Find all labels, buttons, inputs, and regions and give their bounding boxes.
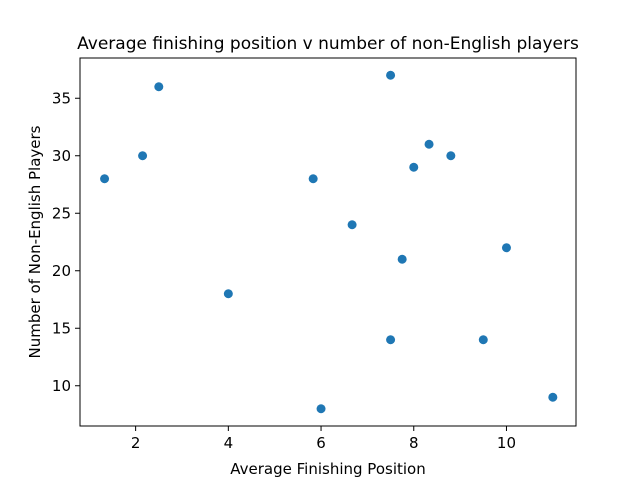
data-point — [424, 139, 434, 149]
y-axis-label: Number of Non-English Players — [26, 125, 44, 358]
data-point — [100, 174, 110, 184]
y-tick-label: 25 — [52, 204, 71, 222]
x-tick-label: 2 — [131, 434, 141, 452]
x-tick-label: 10 — [497, 434, 516, 452]
data-point — [223, 289, 233, 299]
data-point — [386, 335, 396, 345]
y-tick-label: 20 — [52, 262, 71, 280]
x-axis-label: Average Finishing Position — [230, 460, 425, 478]
y-tick-label: 15 — [52, 319, 71, 337]
x-axis-ticks: 2 4 6 8 10 — [131, 426, 516, 452]
data-point — [308, 174, 318, 184]
points-layer — [100, 70, 558, 414]
x-tick-label: 4 — [224, 434, 234, 452]
data-point — [501, 243, 511, 253]
data-point — [386, 70, 396, 80]
x-tick-label: 6 — [316, 434, 326, 452]
data-point — [138, 151, 148, 161]
data-point — [397, 254, 407, 264]
y-tick-label: 35 — [52, 89, 71, 107]
x-tick-label: 8 — [409, 434, 419, 452]
plot-frame — [79, 57, 577, 427]
data-point — [409, 162, 419, 172]
data-point — [478, 335, 488, 345]
data-point — [347, 220, 357, 230]
y-tick-label: 10 — [52, 377, 71, 395]
y-tick-label: 30 — [52, 147, 71, 165]
chart-title: Average finishing position v number of n… — [77, 34, 579, 54]
data-point — [154, 82, 164, 92]
data-point — [548, 392, 558, 402]
y-axis-ticks: 10 15 20 25 30 35 — [52, 89, 80, 395]
data-point — [446, 151, 456, 161]
data-point — [316, 404, 326, 414]
